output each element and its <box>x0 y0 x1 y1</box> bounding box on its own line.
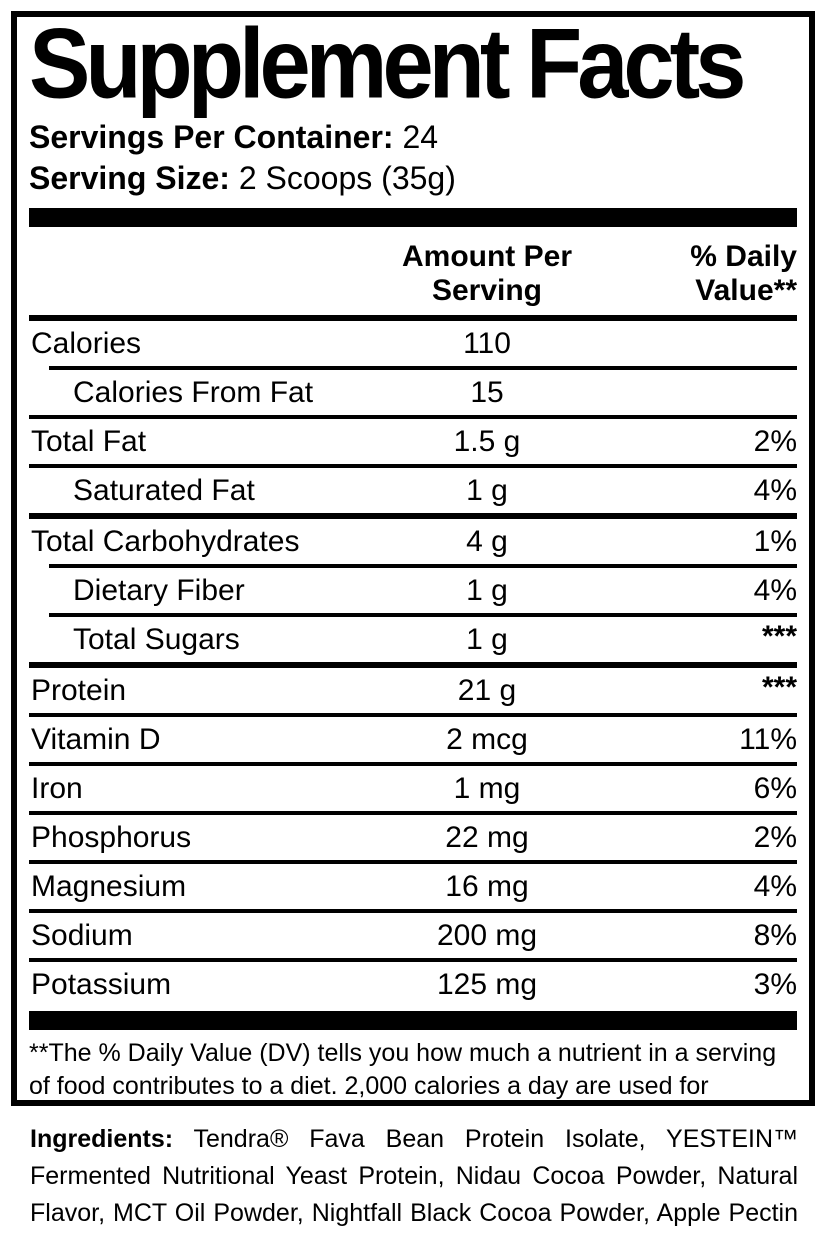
table-row-potassium: Potassium 125 mg 3% <box>29 962 797 1007</box>
nutrient-dv: 4% <box>753 574 797 607</box>
amount-column-header: Amount Per Serving <box>401 240 572 307</box>
nutrient-dv: 8% <box>753 919 797 952</box>
table-row-dietary-fiber: Dietary Fiber 1 g 4% <box>29 568 797 613</box>
nutrient-dv: 4% <box>753 474 797 507</box>
table-row-magnesium: Magnesium 16 mg 4% <box>29 864 797 909</box>
daily-value-column-header: % Daily Value** <box>690 240 797 307</box>
nutrient-name: Dietary Fiber <box>73 574 245 607</box>
row-divider <box>29 713 797 717</box>
row-divider <box>29 860 797 864</box>
nutrient-amount: 1 mg <box>453 772 521 805</box>
table-row-calories: Calories 110 <box>29 321 797 366</box>
nutrient-amount: 16 mg <box>445 870 529 903</box>
nutrient-name: Protein <box>31 674 127 707</box>
nutrient-dv: 2% <box>753 425 797 458</box>
table-row-calories-from-fat: Calories From Fat 15 <box>29 370 797 415</box>
panel-title: Supplement Facts <box>29 11 746 120</box>
row-divider <box>49 366 797 370</box>
section-separator-bar-bottom <box>29 1011 797 1030</box>
nutrient-dv: 4% <box>753 870 797 903</box>
table-row-sodium: Sodium 200 mg 8% <box>29 913 797 958</box>
table-row-total-fat: Total Fat 1.5 g 2% <box>29 419 797 464</box>
table-row-vitamin-d: Vitamin D 2 mcg 11% <box>29 717 797 762</box>
nutrient-name: Magnesium <box>31 870 187 903</box>
ingredients-section: Ingredients: Tendra® Fava Bean Protein I… <box>30 1121 798 1236</box>
row-divider <box>49 613 797 617</box>
row-divider <box>29 464 797 468</box>
ingredients-label: Ingredients: <box>30 1125 174 1153</box>
servings-per-container-label: Servings Per Container: <box>29 119 394 155</box>
row-divider <box>29 958 797 962</box>
nutrient-dv: 3% <box>753 968 797 1001</box>
nutrient-amount: 22 mg <box>445 821 529 854</box>
nutrient-amount: 1 g <box>466 574 508 607</box>
serving-size-label: Serving Size: <box>29 160 230 196</box>
row-divider <box>29 909 797 913</box>
table-row-iron: Iron 1 mg 6% <box>29 766 797 811</box>
nutrient-name: Potassium <box>31 968 172 1001</box>
nutrient-name: Total Sugars <box>73 623 240 656</box>
table-row-saturated-fat: Saturated Fat 1 g 4% <box>29 468 797 513</box>
nutrient-amount: 110 <box>463 327 511 360</box>
nutrient-name: Total Fat <box>31 425 147 458</box>
row-divider <box>29 662 797 668</box>
servings-per-container: Servings Per Container: 24 <box>29 117 797 158</box>
row-divider <box>29 811 797 815</box>
table-row-protein: Protein 21 g *** <box>29 668 797 713</box>
nutrient-amount: 1 g <box>466 623 508 656</box>
facts-panel: Supplement Facts Servings Per Container:… <box>11 11 815 1106</box>
nutrient-name: Phosphorus <box>31 821 192 854</box>
table-row-phosphorus: Phosphorus 22 mg 2% <box>29 815 797 860</box>
nutrient-name: Calories <box>31 327 142 360</box>
nutrient-amount: 1 g <box>466 474 508 507</box>
row-divider <box>29 762 797 766</box>
nutrient-name: Vitamin D <box>31 723 161 756</box>
nutrient-dv: 11% <box>739 723 797 756</box>
nutrient-amount: 200 mg <box>436 919 538 952</box>
row-divider <box>29 513 797 519</box>
servings-per-container-value: 24 <box>402 119 439 155</box>
nutrient-dv: *** <box>761 671 797 704</box>
nutrient-name: Saturated Fat <box>73 474 255 507</box>
nutrient-amount: 2 mcg <box>446 723 528 756</box>
ingredients-text: Tendra® Fava Bean Protein Isolate, YESTE… <box>30 1125 798 1227</box>
nutrient-name: Calories From Fat <box>73 376 314 409</box>
nutrient-amount: 21 g <box>457 674 517 707</box>
row-divider <box>49 564 797 568</box>
nutrient-amount: 15 <box>470 376 504 409</box>
table-row-total-carbohydrates: Total Carbohydrates 4 g 1% <box>29 519 797 564</box>
nutrient-dv: *** <box>761 620 797 653</box>
nutrient-name: Iron <box>31 772 83 805</box>
serving-info: Servings Per Container: 24 Serving Size:… <box>29 117 797 199</box>
nutrient-dv: 6% <box>753 772 797 805</box>
nutrient-dv: 1% <box>753 525 797 558</box>
nutrient-amount: 1.5 g <box>453 425 521 458</box>
row-divider <box>29 415 797 419</box>
footnotes: **The % Daily Value (DV) tells you how m… <box>29 1037 797 1100</box>
serving-size-value: 2 Scoops (35g) <box>238 160 456 196</box>
serving-size: Serving Size: 2 Scoops (35g) <box>29 158 797 199</box>
nutrient-amount: 125 mg <box>436 968 538 1001</box>
nutrient-amount: 4 g <box>466 525 508 558</box>
table-header: Amount Per Serving % Daily Value** <box>29 227 797 321</box>
footnote-daily-value: **The % Daily Value (DV) tells you how m… <box>29 1039 777 1100</box>
nutrient-name: Sodium <box>31 919 133 952</box>
nutrient-name: Total Carbohydrates <box>31 525 300 558</box>
table-row-total-sugars: Total Sugars 1 g *** <box>29 617 797 662</box>
section-separator-bar-top <box>29 208 797 227</box>
nutrient-dv: 2% <box>753 821 797 854</box>
